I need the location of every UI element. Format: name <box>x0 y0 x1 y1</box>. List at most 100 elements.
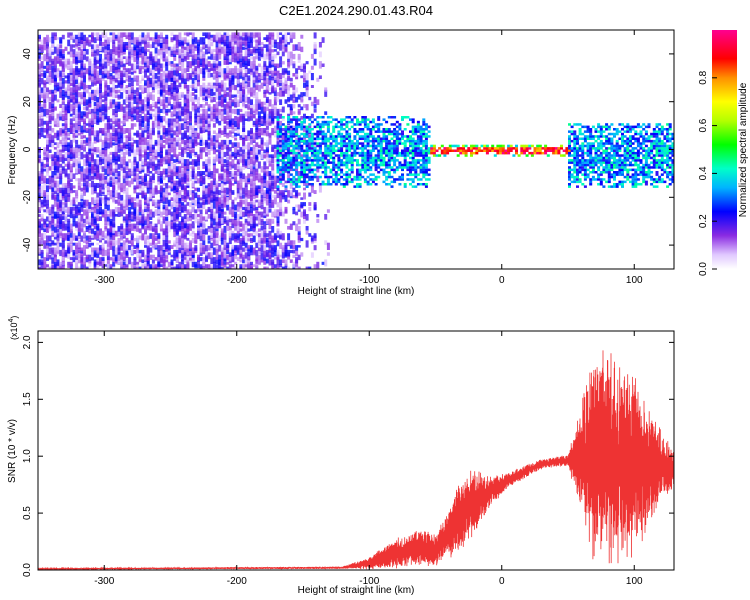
heatmap-cell <box>106 228 110 236</box>
heatmap-cell <box>234 180 238 184</box>
heatmap-cell <box>154 32 158 39</box>
heatmap-cell <box>75 120 79 126</box>
heatmap-cell <box>56 211 60 216</box>
heatmap-cell <box>175 44 179 49</box>
heatmap-cell <box>223 139 227 145</box>
heatmap-cell <box>117 132 121 139</box>
heatmap-cell <box>199 171 203 176</box>
heatmap-cell <box>122 87 126 93</box>
heatmap-cell <box>72 49 76 55</box>
heatmap-cell <box>157 199 161 204</box>
heatmap-cell <box>205 151 208 157</box>
heatmap-cell <box>175 51 179 55</box>
heatmap-cell <box>46 254 49 261</box>
heatmap-cell <box>265 118 269 125</box>
heatmap-cell <box>114 171 118 177</box>
heatmap-cell <box>215 63 219 68</box>
heatmap-cell <box>106 37 110 45</box>
heatmap-cell <box>199 51 203 58</box>
heatmap-cell <box>162 92 166 100</box>
heatmap-cell <box>220 111 224 116</box>
heatmap-cell <box>46 185 49 193</box>
heatmap-cell <box>218 99 222 107</box>
heatmap-cell <box>53 163 57 170</box>
heatmap-cell <box>186 139 190 148</box>
heatmap-cell <box>151 226 155 232</box>
heatmap-cell <box>159 73 163 81</box>
heatmap-cell <box>252 154 256 160</box>
heatmap-cell <box>122 254 126 261</box>
heatmap-cell <box>273 63 277 67</box>
heatmap-cell <box>242 206 246 211</box>
heatmap-cell <box>271 156 275 164</box>
heatmap-cell <box>226 161 230 166</box>
heatmap-cell <box>88 242 92 248</box>
heatmap-cell <box>109 218 113 227</box>
heatmap-cell <box>191 230 195 234</box>
heatmap-cell <box>136 130 140 137</box>
heatmap-cell <box>194 116 198 123</box>
heatmap-cell <box>43 65 47 69</box>
heatmap-cell <box>93 226 97 230</box>
heatmap-cell <box>268 32 272 36</box>
heatmap-cell <box>250 178 253 184</box>
heatmap-cell <box>242 199 246 205</box>
heatmap-cell <box>181 123 185 130</box>
heatmap-cell <box>178 245 182 248</box>
heatmap-cell <box>141 130 145 138</box>
heatmap-cell <box>138 123 142 130</box>
heatmap-cell <box>242 137 246 145</box>
heatmap-cell <box>38 202 41 206</box>
heatmap-cell <box>255 130 259 136</box>
heatmap-cell <box>212 49 216 52</box>
heatmap-cell <box>128 197 132 205</box>
heatmap-cell <box>48 113 52 121</box>
heatmap-cell <box>122 245 126 252</box>
heatmap-cell <box>260 259 264 263</box>
heatmap-cell <box>112 159 116 163</box>
heatmap-cell <box>120 223 124 230</box>
heatmap-cell <box>130 87 134 94</box>
heatmap-cell <box>48 180 52 185</box>
heatmap-cell <box>130 211 134 215</box>
heatmap-cell <box>167 142 171 148</box>
heatmap-cell <box>85 68 89 75</box>
heatmap-cell <box>157 144 161 152</box>
heatmap-cell <box>138 137 142 145</box>
heatmap-cell <box>250 163 253 169</box>
heatmap-cell <box>257 190 261 194</box>
heatmap-cell <box>149 192 153 199</box>
heatmap-cell <box>189 249 192 257</box>
heatmap-cell <box>263 70 267 76</box>
heatmap-cell <box>83 49 86 55</box>
heatmap-cell <box>191 58 195 66</box>
heatmap-cell <box>43 197 47 203</box>
heatmap-cell <box>99 206 102 210</box>
heatmap-cell <box>99 245 102 251</box>
heatmap-cell <box>80 32 84 40</box>
heatmap-cell <box>268 92 272 95</box>
heatmap-cell <box>75 144 79 148</box>
heatmap-cell <box>228 77 232 86</box>
heatmap-cell <box>48 240 52 243</box>
heatmap-cell <box>72 197 76 205</box>
heatmap-cell <box>165 216 169 221</box>
heatmap-cell <box>194 113 198 119</box>
heatmap-cell <box>178 159 182 164</box>
heatmap-cell <box>183 149 187 154</box>
heatmap-cell <box>271 199 275 206</box>
heatmap-cell <box>205 228 208 235</box>
heatmap-cell <box>234 233 238 240</box>
heatmap-cell <box>138 113 142 118</box>
heatmap-cell <box>77 144 81 149</box>
heatmap-cell <box>162 63 166 68</box>
heatmap-cell <box>157 245 161 251</box>
heatmap-cell <box>181 194 185 199</box>
heatmap-cell <box>144 218 147 226</box>
heatmap-cell <box>223 39 227 47</box>
heatmap-cell <box>83 209 86 216</box>
heatmap-cell <box>189 85 192 88</box>
heatmap-cell <box>271 80 275 85</box>
heatmap-cell <box>154 113 158 121</box>
